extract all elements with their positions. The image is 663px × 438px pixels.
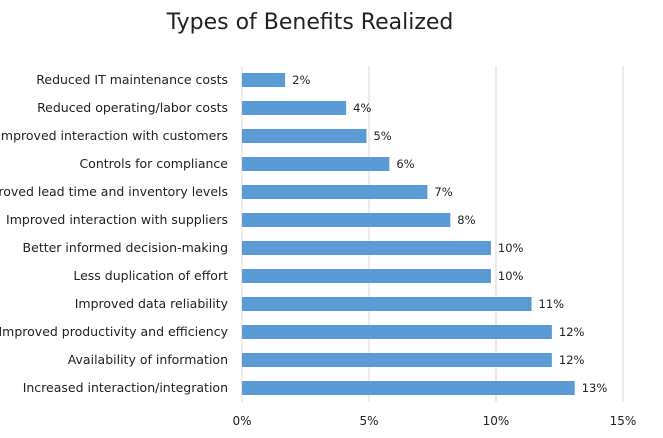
category-label: Reduced operating/labor costs	[37, 100, 228, 115]
data-label: 13%	[582, 381, 608, 395]
data-label: 6%	[396, 157, 414, 171]
bar	[242, 297, 532, 311]
bars	[242, 73, 575, 395]
bar	[242, 269, 491, 283]
data-label: 10%	[498, 241, 524, 255]
x-axis-tick-labels: 0% 5% 10% 15%	[232, 414, 636, 428]
category-label: Better informed decision-making	[23, 240, 228, 255]
x-tick-label: 5%	[359, 414, 378, 428]
bar	[242, 213, 451, 227]
category-label: Improved interaction with suppliers	[6, 212, 228, 227]
category-label: Improved interaction with customers	[0, 128, 228, 143]
data-label: 10%	[498, 269, 524, 283]
category-labels: Reduced IT maintenance costs Reduced oper…	[0, 72, 229, 395]
x-tick-label: 15%	[610, 414, 637, 428]
bar	[242, 241, 491, 255]
data-label: 5%	[373, 129, 391, 143]
data-labels: 2% 4%5% 6% 7% 8% 10% 10% 11% 12% 12% 13%	[292, 73, 607, 395]
bar	[242, 353, 552, 367]
data-label: 7%	[434, 185, 452, 199]
data-label: 4%	[353, 101, 371, 115]
data-label: 11%	[539, 297, 565, 311]
bar	[242, 185, 428, 199]
category-label: Improved lead time and inventory levels	[0, 184, 228, 199]
bar	[242, 129, 367, 143]
bar	[242, 325, 552, 339]
category-label: Availability of information	[68, 352, 228, 367]
category-label: Improved data reliability	[75, 296, 229, 311]
category-label: Less duplication of effort	[73, 268, 228, 283]
x-tick-label: 0%	[232, 414, 251, 428]
x-tick-label: 10%	[483, 414, 510, 428]
data-label: 8%	[457, 213, 475, 227]
bar	[242, 381, 575, 395]
category-label: Increased interaction/integration	[23, 380, 228, 395]
bar	[242, 73, 286, 87]
category-label: Improved productivity and efficiency	[0, 324, 229, 339]
data-label: 12%	[559, 353, 585, 367]
chart-title: Types of Benefits Realized	[166, 10, 454, 35]
category-label: Reduced IT maintenance costs	[36, 72, 228, 87]
data-label: 2%	[292, 73, 310, 87]
gridlines	[241, 66, 624, 402]
data-label: 12%	[559, 325, 585, 339]
bar	[242, 101, 347, 115]
bar	[242, 157, 390, 171]
category-label: Controls for compliance	[79, 156, 228, 171]
